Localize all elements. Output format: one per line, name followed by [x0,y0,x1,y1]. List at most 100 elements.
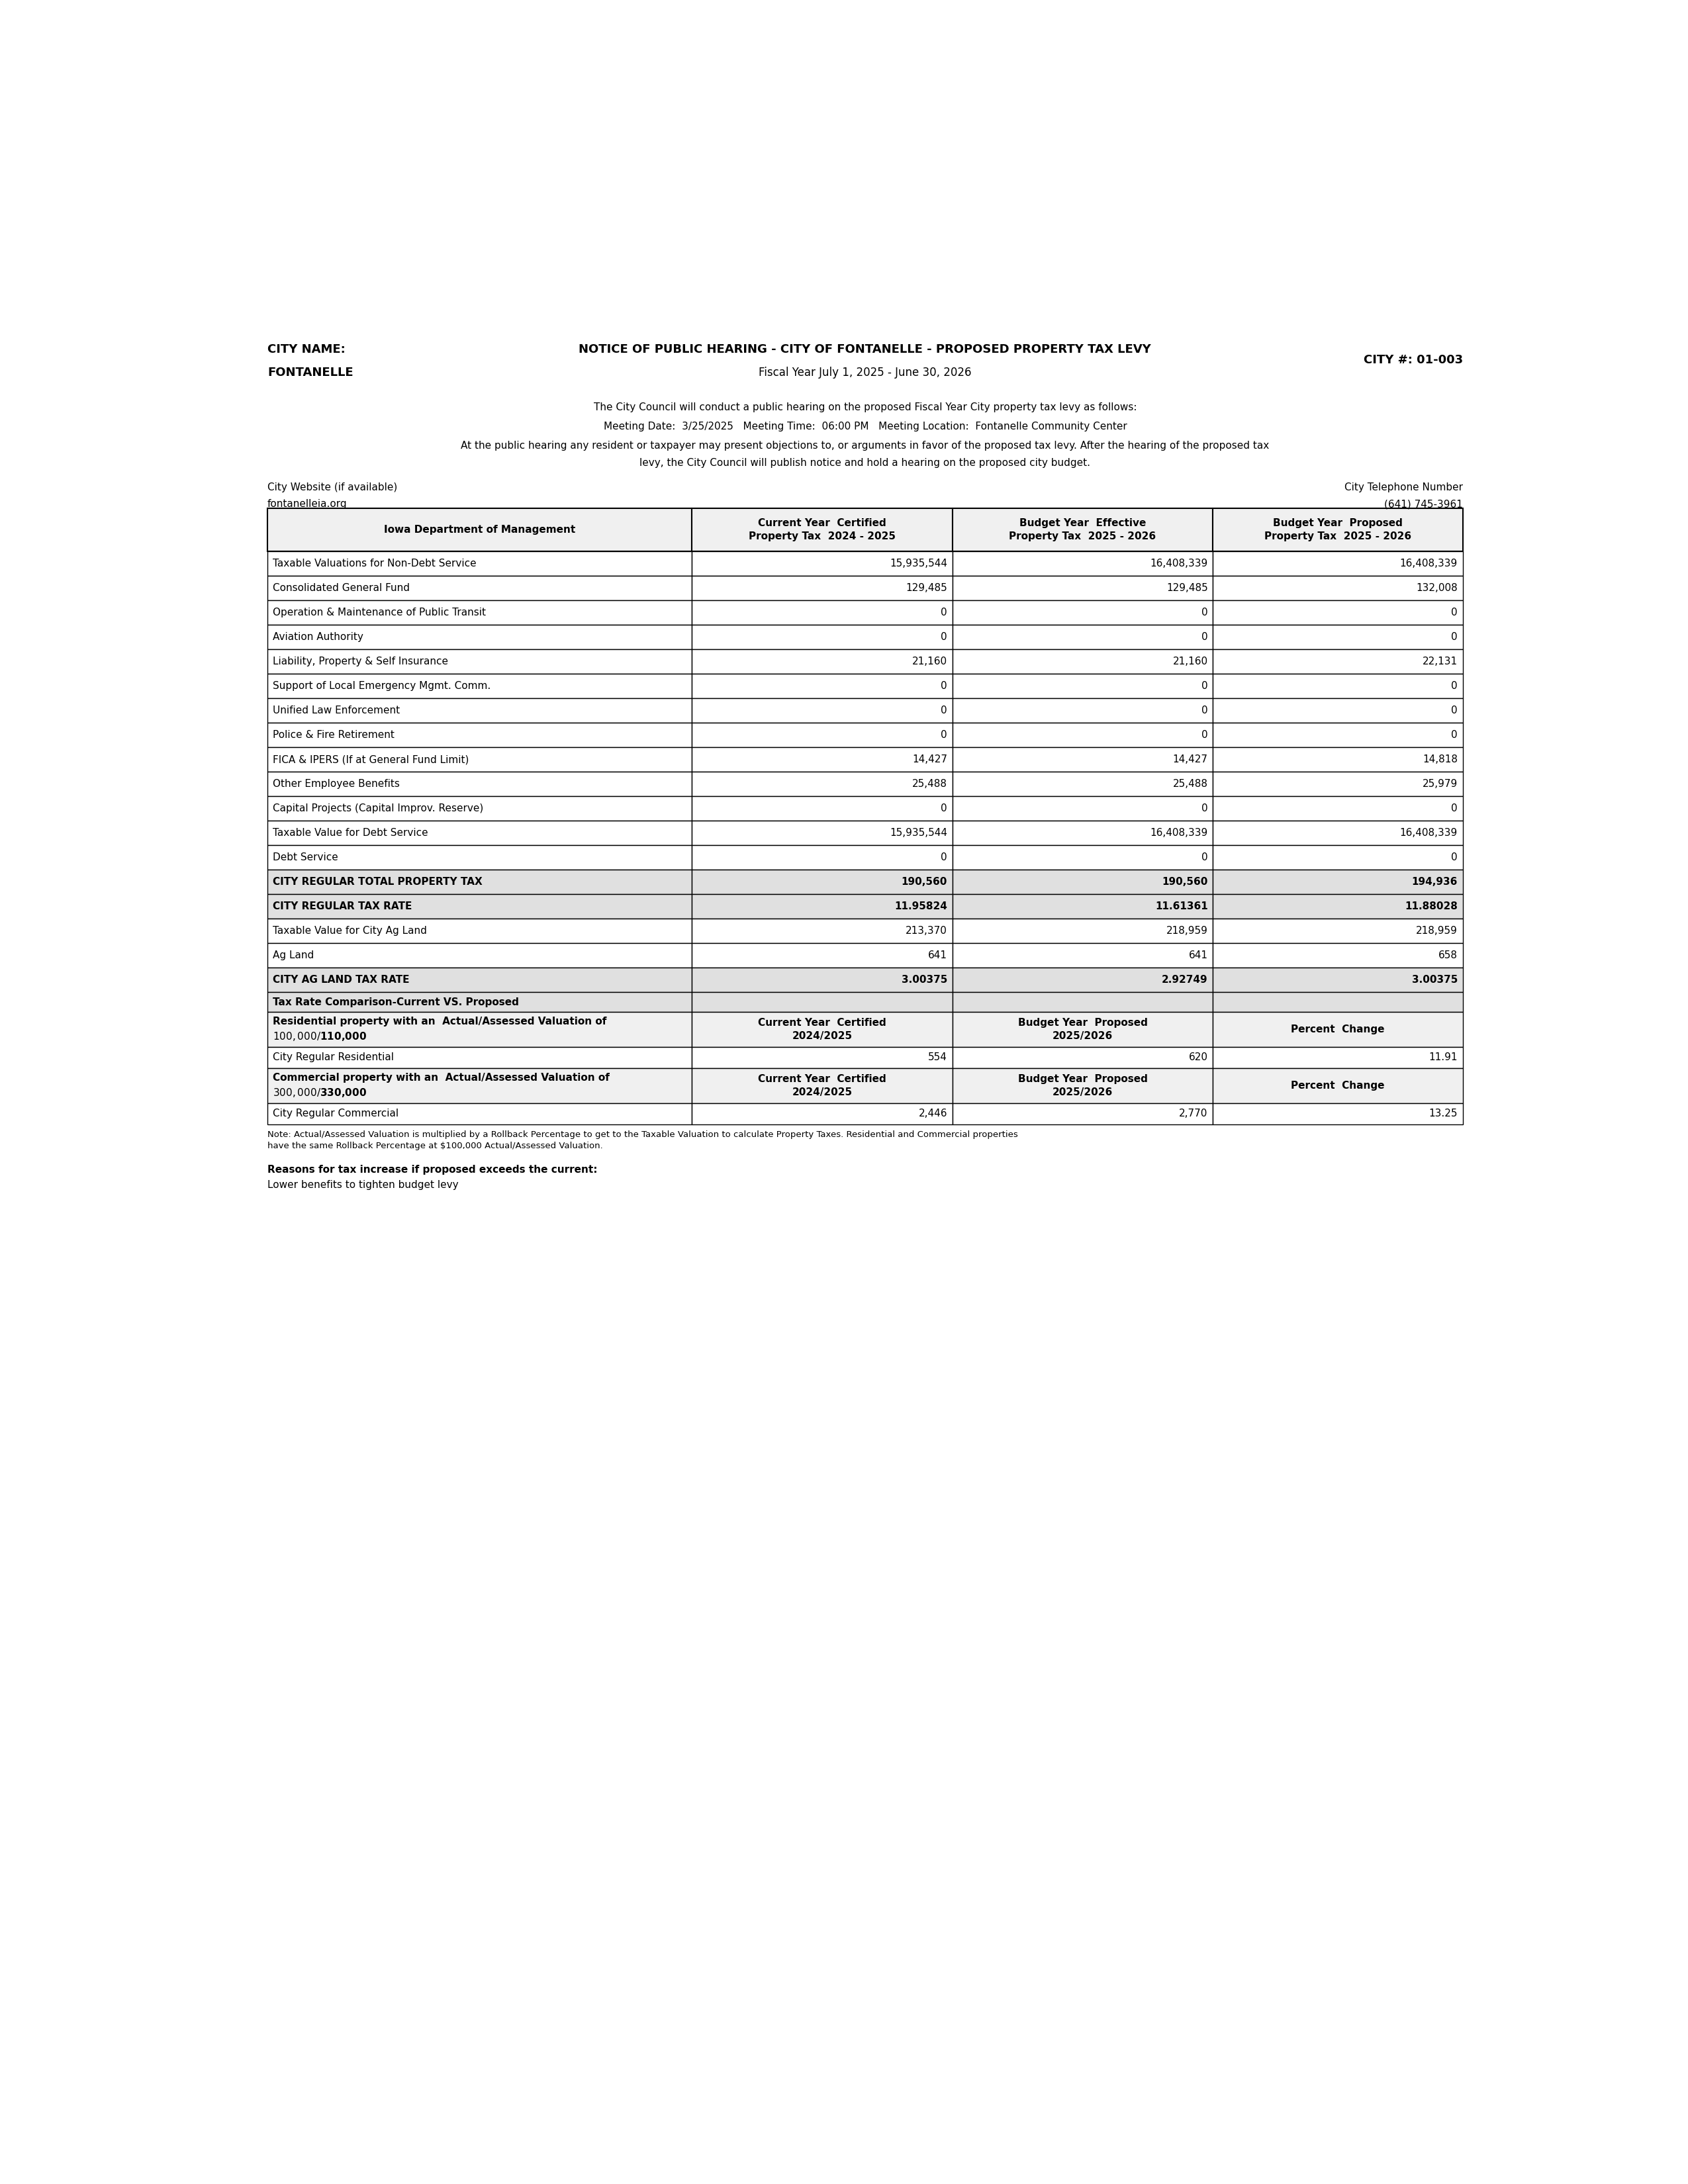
Bar [267,747,692,771]
Text: City Telephone Number: City Telephone Number [1344,483,1463,491]
Bar [952,943,1214,968]
Text: 641: 641 [928,950,947,961]
Text: Budget Year  Proposed
Property Tax  2025 - 2026: Budget Year Proposed Property Tax 2025 -… [1264,518,1411,542]
Bar [267,893,692,919]
Bar [952,869,1214,893]
Bar [952,992,1214,1011]
Bar [952,649,1214,675]
Text: 11.95824: 11.95824 [895,902,947,911]
Text: 0: 0 [1452,729,1458,740]
Text: City Website (if available): City Website (if available) [267,483,397,491]
Text: The City Council will conduct a public hearing on the proposed Fiscal Year City : The City Council will conduct a public h… [594,402,1136,413]
Text: 0: 0 [1202,607,1209,618]
Text: 190,560: 190,560 [901,876,947,887]
Text: 22,131: 22,131 [1423,657,1458,666]
Text: 2,446: 2,446 [918,1109,947,1118]
Bar [1214,1046,1463,1068]
Bar [267,771,692,797]
Text: Fiscal Year July 1, 2025 - June 30, 2026: Fiscal Year July 1, 2025 - June 30, 2026 [758,367,972,378]
Bar [1214,747,1463,771]
Text: City Regular Commercial: City Regular Commercial [272,1109,398,1118]
Text: Lower benefits to tighten budget levy: Lower benefits to tighten budget levy [267,1179,459,1190]
Bar [692,577,952,601]
Bar [692,723,952,747]
Bar [692,649,952,675]
Bar [952,509,1214,553]
Text: 0: 0 [1202,705,1209,716]
Text: 641: 641 [1188,950,1209,961]
Text: At the public hearing any resident or taxpayer may present objections to, or arg: At the public hearing any resident or ta… [461,441,1269,450]
Bar [952,845,1214,869]
Text: 11.61361: 11.61361 [1155,902,1209,911]
Bar [267,992,692,1011]
Text: 0: 0 [1202,681,1209,690]
Text: 14,427: 14,427 [912,753,947,764]
Bar [1214,797,1463,821]
Bar [692,509,952,553]
Bar [267,1103,692,1125]
Text: Budget Year  Effective
Property Tax  2025 - 2026: Budget Year Effective Property Tax 2025 … [1009,518,1156,542]
Text: Current Year  Certified
Property Tax  2024 - 2025: Current Year Certified Property Tax 2024… [748,518,896,542]
Text: 16,408,339: 16,408,339 [1150,559,1209,568]
Text: 11.91: 11.91 [1428,1053,1458,1064]
Bar [1214,943,1463,968]
Text: 25,488: 25,488 [1173,780,1209,788]
Bar [1214,1103,1463,1125]
Bar [952,1011,1214,1046]
Text: Budget Year  Proposed
2025/2026: Budget Year Proposed 2025/2026 [1018,1018,1148,1042]
Text: 11.88028: 11.88028 [1404,902,1458,911]
Text: Tax Rate Comparison-Current VS. Proposed: Tax Rate Comparison-Current VS. Proposed [272,998,518,1007]
Bar [692,821,952,845]
Text: 25,488: 25,488 [912,780,947,788]
Bar [1214,509,1463,553]
Bar [952,821,1214,845]
Bar [692,992,952,1011]
Text: Residential property with an  Actual/Assessed Valuation of
$100,000/$110,000: Residential property with an Actual/Asse… [272,1018,606,1042]
Text: 620: 620 [1188,1053,1209,1064]
Bar [692,943,952,968]
Text: Operation & Maintenance of Public Transit: Operation & Maintenance of Public Transi… [272,607,486,618]
Text: Police & Fire Retirement: Police & Fire Retirement [272,729,395,740]
Bar [1214,968,1463,992]
Text: Taxable Value for City Ag Land: Taxable Value for City Ag Land [272,926,427,935]
Bar [952,699,1214,723]
Text: NOTICE OF PUBLIC HEARING - CITY OF FONTANELLE - PROPOSED PROPERTY TAX LEVY: NOTICE OF PUBLIC HEARING - CITY OF FONTA… [579,343,1151,356]
Bar [1214,893,1463,919]
Text: Note: Actual/Assessed Valuation is multiplied by a Rollback Percentage to get to: Note: Actual/Assessed Valuation is multi… [267,1131,1018,1140]
Bar [1214,992,1463,1011]
Bar [692,893,952,919]
Text: Reasons for tax increase if proposed exceeds the current:: Reasons for tax increase if proposed exc… [267,1164,598,1175]
Bar [267,601,692,625]
Bar [267,699,692,723]
Text: 25,979: 25,979 [1423,780,1458,788]
Text: 213,370: 213,370 [905,926,947,935]
Text: have the same Rollback Percentage at $100,000 Actual/Assessed Valuation.: have the same Rollback Percentage at $10… [267,1142,603,1151]
Bar [952,1103,1214,1125]
Bar [267,577,692,601]
Bar [1214,553,1463,577]
Bar [1214,771,1463,797]
Text: 16,408,339: 16,408,339 [1150,828,1209,839]
Bar [1214,1011,1463,1046]
Text: City Regular Residential: City Regular Residential [272,1053,393,1064]
Text: 0: 0 [1202,804,1209,812]
Bar [1214,821,1463,845]
Bar [952,675,1214,699]
Text: levy, the City Council will publish notice and hold a hearing on the proposed ci: levy, the City Council will publish noti… [640,459,1090,467]
Text: 2,770: 2,770 [1180,1109,1209,1118]
Text: FONTANELLE: FONTANELLE [267,367,353,378]
Bar [1214,869,1463,893]
Text: 15,935,544: 15,935,544 [890,559,947,568]
Text: 0: 0 [940,705,947,716]
Text: 0: 0 [1202,729,1209,740]
Text: 0: 0 [940,681,947,690]
Bar [952,893,1214,919]
Bar [1214,601,1463,625]
Text: Budget Year  Proposed
2025/2026: Budget Year Proposed 2025/2026 [1018,1075,1148,1096]
Bar [267,723,692,747]
Text: 218,959: 218,959 [1166,926,1209,935]
Text: Support of Local Emergency Mgmt. Comm.: Support of Local Emergency Mgmt. Comm. [272,681,491,690]
Bar [267,919,692,943]
Text: 0: 0 [940,631,947,642]
Text: Aviation Authority: Aviation Authority [272,631,363,642]
